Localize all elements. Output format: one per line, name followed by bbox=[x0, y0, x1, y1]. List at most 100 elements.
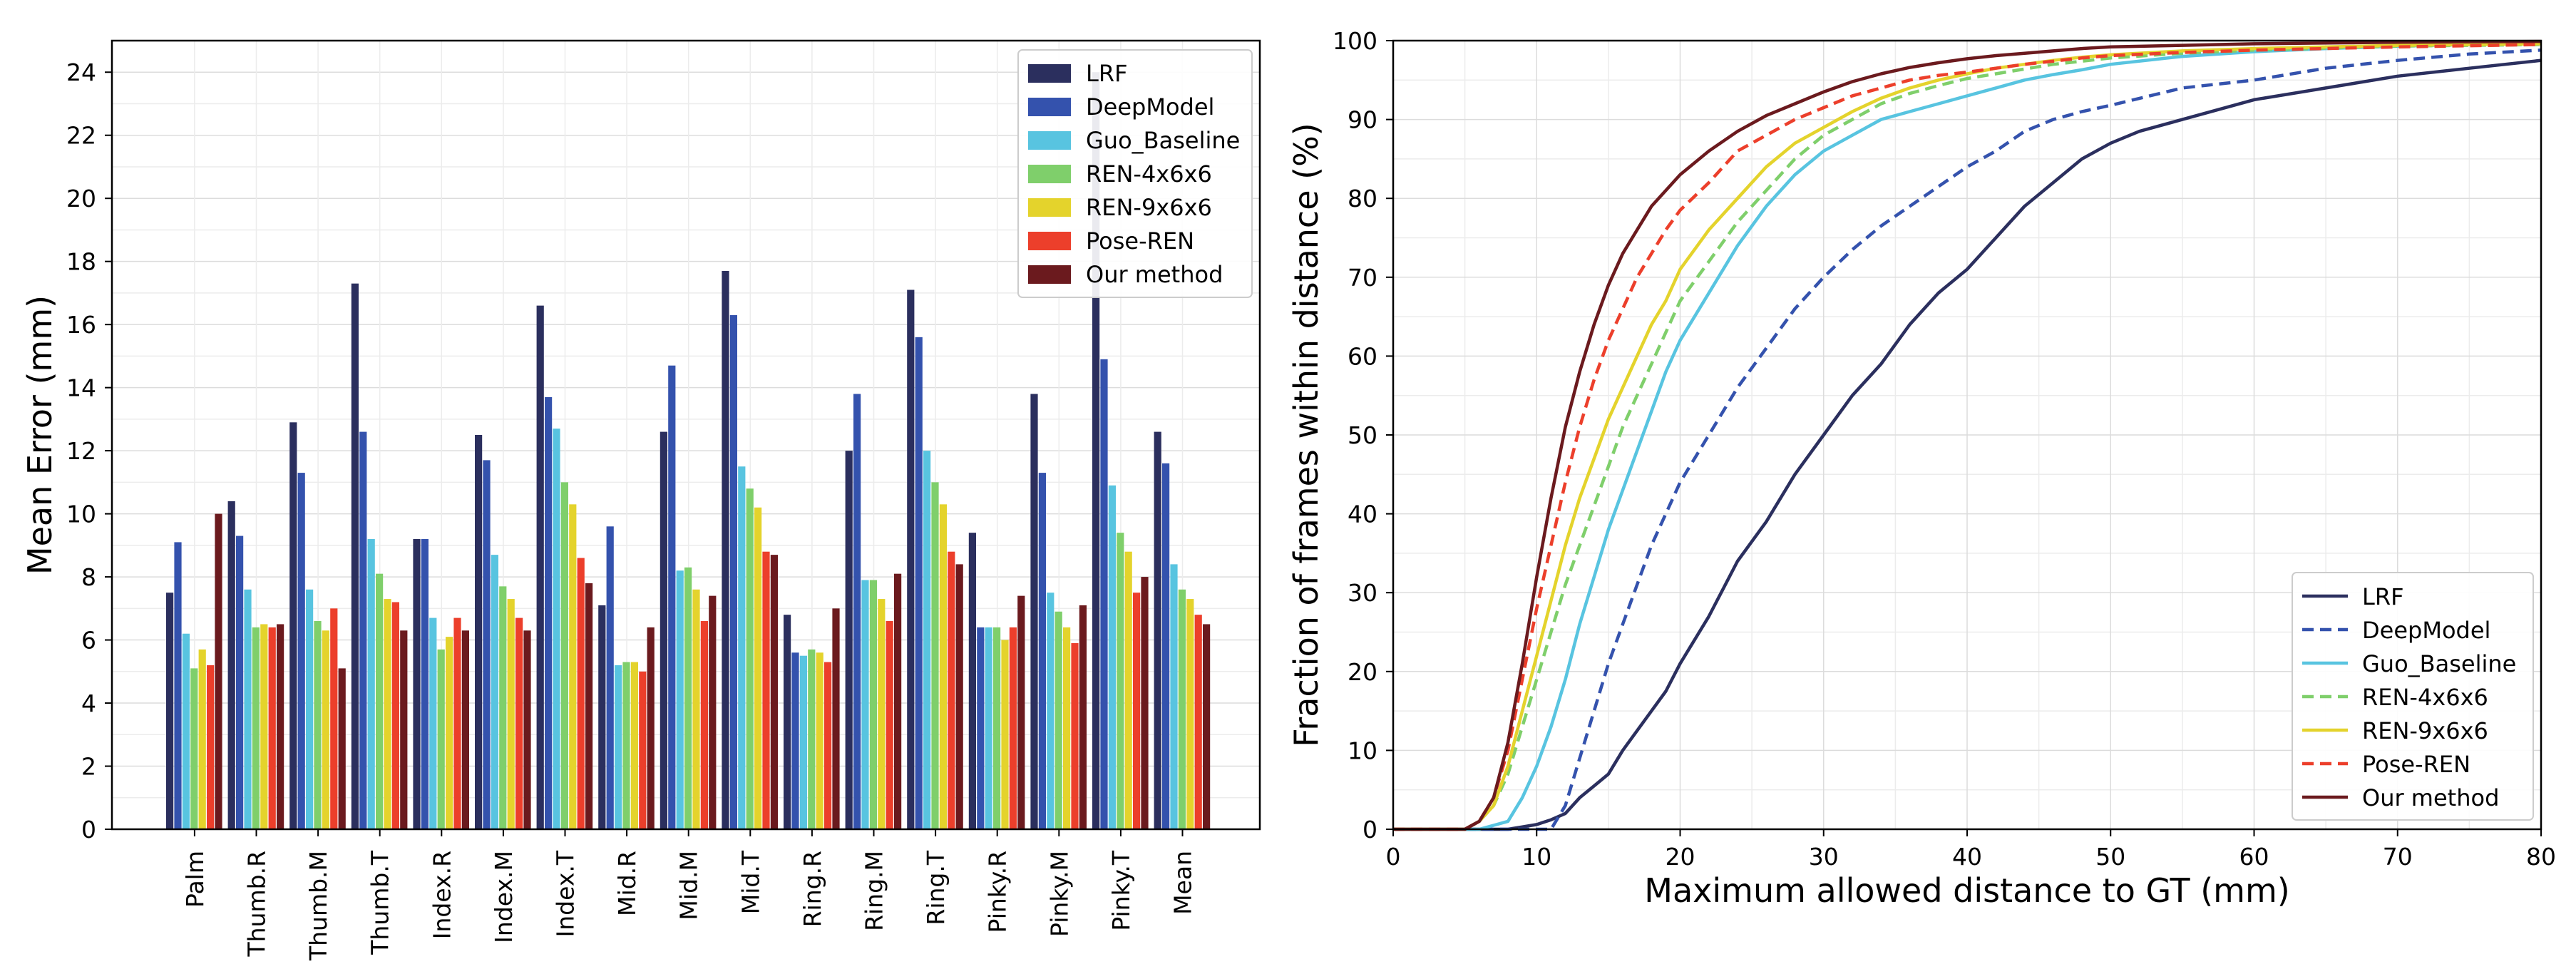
bar-REN-4x6x6-Pinky.R bbox=[993, 627, 1001, 829]
bar-Pose-REN-Index.M bbox=[515, 617, 523, 829]
bar-legend: LRF DeepModel Guo_Baseline REN-4x6x6 REN-9x6… bbox=[1017, 49, 1253, 298]
bar-Pose-REN-Thumb.T bbox=[391, 602, 399, 829]
legend-label: REN-4x6x6 bbox=[2362, 684, 2488, 711]
line-x-axis-label: Maximum allowed distance to GT (mm) bbox=[1644, 871, 2290, 910]
line-x-ticks: 0 10 20 30 40 50 60 70 80 bbox=[1386, 829, 2556, 871]
bar-LRF-Thumb.T bbox=[351, 283, 359, 829]
bar-Pose-REN-Index.R bbox=[453, 617, 461, 829]
x-tick-label: 60 bbox=[2239, 843, 2269, 871]
bar-REN-9x6x6-Ring.M bbox=[878, 599, 886, 829]
bar-Guo_Baseline-Thumb.R bbox=[244, 589, 252, 829]
x-tick-label: Mid.R bbox=[613, 851, 641, 916]
line-y-axis-label: Fraction of frames within distance (%) bbox=[1287, 123, 1325, 747]
y-tick-label: 4 bbox=[81, 689, 96, 717]
bar-DeepModel-Index.M bbox=[483, 460, 491, 829]
bar-Pose-REN-Thumb.M bbox=[330, 608, 338, 829]
bar-Our method-Pinky.T bbox=[1141, 577, 1149, 829]
bar-Our method-Index.R bbox=[461, 630, 469, 829]
y-tick-label: 40 bbox=[1348, 501, 1377, 528]
bar-Guo_Baseline-Ring.M bbox=[861, 580, 869, 829]
bar-REN-4x6x6-Index.M bbox=[499, 586, 507, 829]
y-tick-label: 30 bbox=[1348, 579, 1377, 607]
bar-LRF-Ring.T bbox=[907, 289, 915, 830]
bar-DeepModel-Ring.M bbox=[853, 394, 861, 829]
legend-swatch-DeepModel bbox=[1028, 98, 1071, 116]
x-tick-label: 20 bbox=[1666, 843, 1695, 871]
x-tick-label: 50 bbox=[2095, 843, 2125, 871]
legend-box bbox=[1017, 49, 1253, 298]
x-tick-label: Pinky.R bbox=[984, 851, 1012, 933]
y-tick-label: 0 bbox=[1363, 816, 1377, 844]
legend-swatch-REN-9x6x6 bbox=[1028, 198, 1071, 217]
bar-LRF-Ring.R bbox=[784, 615, 791, 829]
x-tick-label: Pinky.M bbox=[1045, 851, 1073, 937]
bar-REN-4x6x6-Pinky.T bbox=[1117, 533, 1124, 829]
bar-LRF-Pinky.T bbox=[1092, 72, 1100, 830]
y-tick-label: 12 bbox=[66, 437, 96, 465]
bar-Our method-Pinky.M bbox=[1079, 605, 1087, 829]
bar-LRF-Pinky.R bbox=[968, 533, 976, 829]
bar-Our method-Index.T bbox=[585, 583, 593, 829]
bar-LRF-Mid.T bbox=[722, 270, 729, 829]
bar-REN-4x6x6-Mid.M bbox=[684, 567, 692, 829]
line-LRF bbox=[1393, 58, 2542, 831]
bar-REN-9x6x6-Pinky.R bbox=[1001, 640, 1009, 829]
bar-REN-4x6x6-Palm bbox=[190, 668, 198, 829]
x-tick-label: Index.M bbox=[490, 851, 518, 943]
bar-Guo_Baseline-Mid.R bbox=[615, 665, 622, 829]
bar-Guo_Baseline-Mean bbox=[1170, 564, 1178, 829]
bar-REN-9x6x6-Index.T bbox=[569, 504, 577, 829]
bar-x-ticks: Palm Thumb.R Thumb.M Thumb.T Index.R Index.M I… bbox=[181, 829, 1197, 961]
bar-Guo_Baseline-Thumb.T bbox=[367, 538, 375, 829]
legend-label: DeepModel bbox=[2362, 617, 2490, 644]
y-tick-label: 6 bbox=[81, 627, 96, 655]
legend-swatch-LRF bbox=[1028, 64, 1071, 83]
bar-Our method-Palm bbox=[215, 513, 222, 829]
x-tick-label: Pinky.T bbox=[1107, 850, 1135, 931]
bar-Pose-REN-Palm bbox=[207, 665, 215, 829]
y-tick-label: 20 bbox=[1348, 658, 1377, 686]
bar-LRF-Palm bbox=[166, 593, 174, 829]
bar-REN-4x6x6-Mid.T bbox=[746, 488, 754, 829]
bar-REN-9x6x6-Ring.T bbox=[939, 504, 947, 829]
line-series bbox=[1393, 39, 2542, 831]
bar-Our method-Ring.T bbox=[955, 564, 963, 829]
y-tick-label: 10 bbox=[66, 501, 96, 528]
x-tick-label: Index.T bbox=[552, 850, 580, 937]
bar-Pose-REN-Ring.T bbox=[948, 551, 955, 829]
bar-Pose-REN-Ring.M bbox=[886, 621, 893, 829]
x-tick-label: Ring.R bbox=[799, 851, 826, 927]
x-tick-label: 70 bbox=[2383, 843, 2413, 871]
x-tick-label: Index.R bbox=[428, 851, 456, 939]
bar-LRF-Index.M bbox=[475, 435, 483, 829]
bar-DeepModel-Palm bbox=[174, 542, 182, 829]
bar-Guo_Baseline-Index.R bbox=[429, 617, 437, 829]
bar-REN-9x6x6-Index.M bbox=[507, 599, 515, 829]
y-tick-label: 50 bbox=[1348, 421, 1377, 449]
legend-swatch-Our method bbox=[1028, 265, 1071, 284]
bar-REN-9x6x6-Mid.T bbox=[754, 507, 762, 829]
bar-DeepModel-Pinky.R bbox=[977, 627, 985, 829]
bar-REN-4x6x6-Mid.R bbox=[622, 662, 630, 829]
y-tick-label: 20 bbox=[66, 185, 96, 212]
bar-DeepModel-Pinky.M bbox=[1038, 473, 1046, 829]
legend-swatch-Guo_Baseline bbox=[1028, 131, 1071, 150]
bar-Our method-Thumb.T bbox=[400, 630, 408, 829]
line-legend: LRF DeepModel Guo_Baseline REN-4x6x6 REN-9x6… bbox=[2292, 572, 2534, 821]
line-Guo_Baseline bbox=[1393, 41, 2542, 831]
bar-Pose-REN-Thumb.R bbox=[268, 627, 276, 829]
bar-REN-4x6x6-Index.T bbox=[560, 482, 568, 829]
bar-DeepModel-Thumb.M bbox=[297, 473, 305, 829]
bar-Pose-REN-Pinky.M bbox=[1071, 642, 1079, 829]
line-REN-9x6x6 bbox=[1393, 42, 2542, 831]
legend-label: REN-4x6x6 bbox=[1086, 160, 1212, 188]
bar-DeepModel-Index.R bbox=[421, 538, 429, 829]
bar-y-axis-label: Mean Error (mm) bbox=[21, 295, 59, 575]
bar-DeepModel-Mid.M bbox=[668, 365, 676, 829]
legend-swatch-REN-4x6x6 bbox=[1028, 165, 1071, 183]
x-tick-label: Mean bbox=[1169, 851, 1197, 915]
y-tick-label: 22 bbox=[66, 122, 96, 150]
bar-Pose-REN-Mean bbox=[1194, 615, 1202, 829]
bar-Our method-Mid.R bbox=[647, 627, 655, 829]
bar-series bbox=[166, 72, 1211, 830]
